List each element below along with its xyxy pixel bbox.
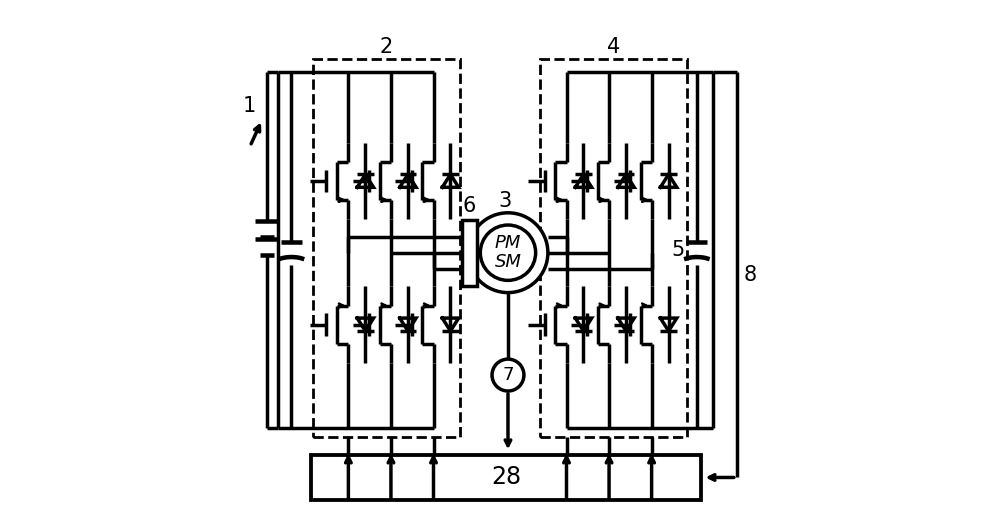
Text: 2: 2 (380, 37, 393, 57)
Text: 28: 28 (491, 466, 521, 489)
Circle shape (492, 359, 524, 391)
Bar (462, 220, 477, 286)
Circle shape (468, 213, 548, 293)
Text: 7: 7 (502, 366, 514, 384)
Circle shape (480, 225, 536, 280)
Bar (311, 455, 701, 500)
Text: 3: 3 (499, 191, 512, 211)
Text: SM: SM (495, 253, 521, 271)
Text: 5: 5 (671, 240, 684, 260)
Bar (540, 59, 687, 437)
Text: 8: 8 (744, 264, 757, 285)
Text: 1: 1 (242, 96, 256, 117)
Text: 4: 4 (607, 37, 620, 57)
Text: PM: PM (495, 234, 521, 252)
Bar (313, 59, 460, 437)
Text: 6: 6 (463, 196, 476, 217)
